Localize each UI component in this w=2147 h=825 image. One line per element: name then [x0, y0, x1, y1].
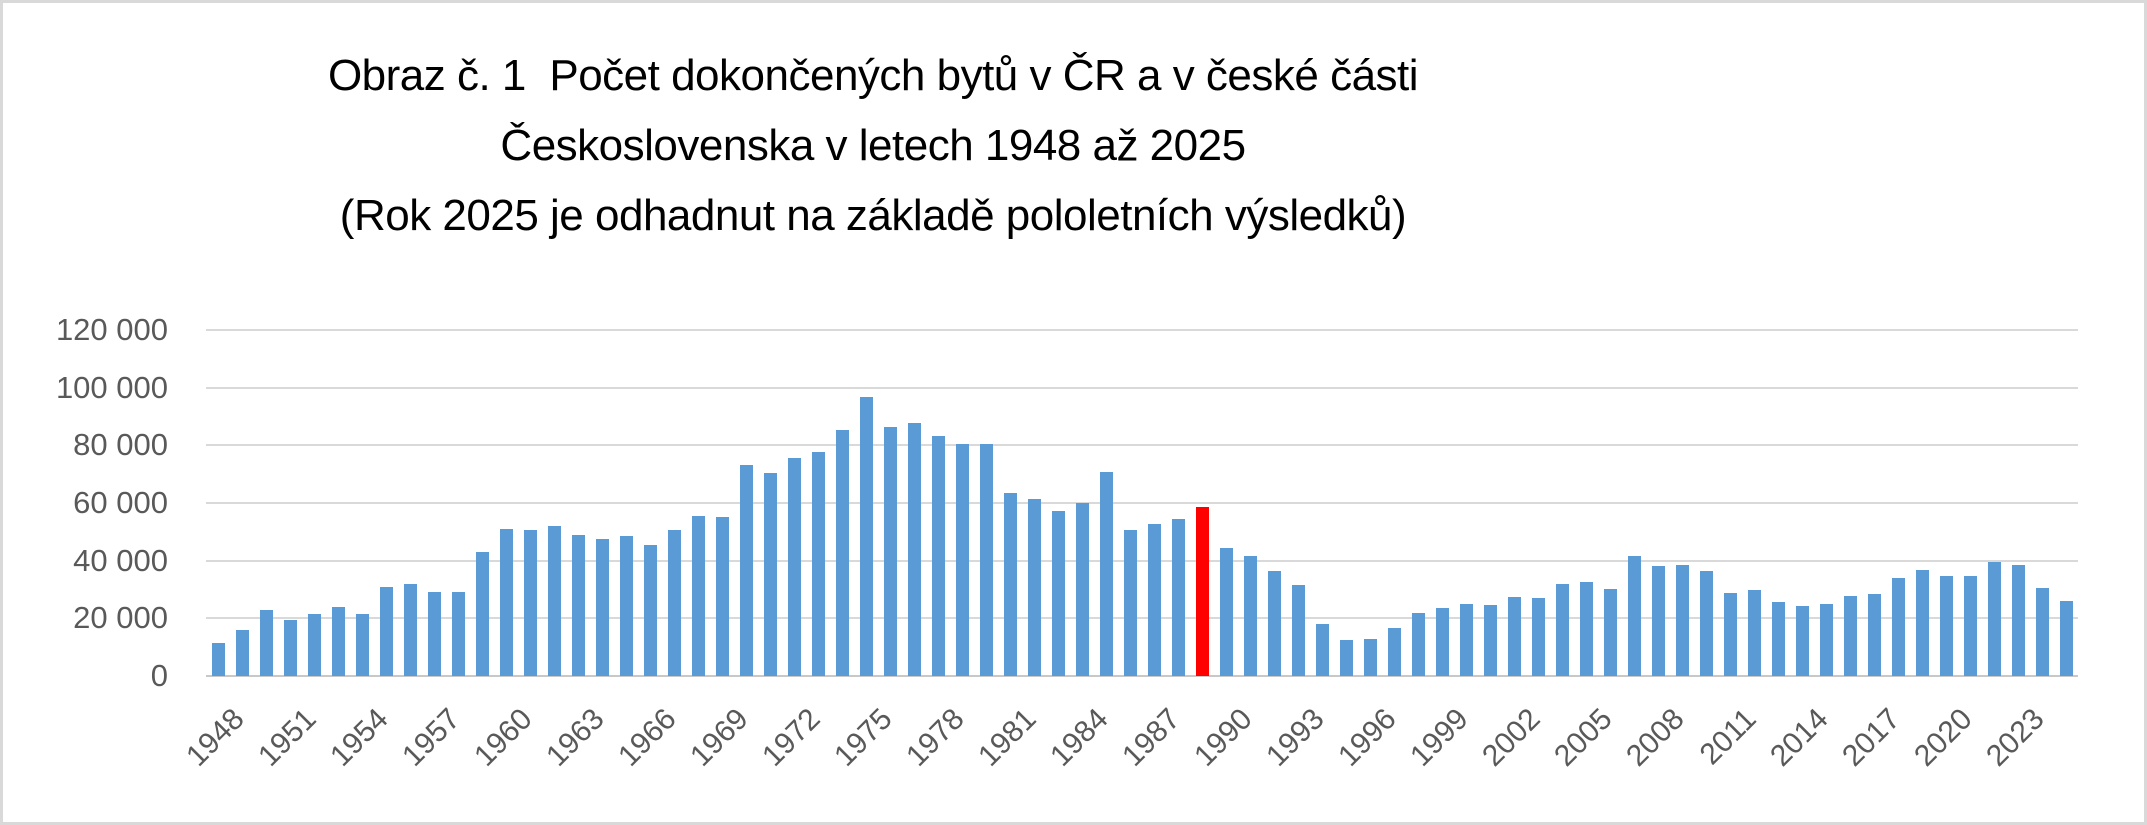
bar [715, 517, 729, 676]
bar [283, 619, 297, 676]
bar [859, 396, 873, 676]
bar [739, 464, 753, 676]
bar [1891, 577, 1905, 676]
bar [1915, 570, 1929, 676]
bar [691, 515, 705, 676]
bar [1339, 640, 1353, 676]
bar [475, 552, 489, 676]
bar [1291, 585, 1305, 676]
bar [979, 444, 993, 676]
bar [1699, 571, 1713, 676]
bar [835, 430, 849, 676]
bar [2011, 565, 2025, 676]
bar [1651, 565, 1665, 676]
bar [1771, 602, 1785, 676]
bar [1315, 624, 1329, 676]
bar [379, 586, 393, 676]
bar [1051, 511, 1065, 676]
bar [931, 435, 945, 676]
bar [787, 458, 801, 676]
bar [1363, 638, 1377, 676]
plot-area [206, 329, 2078, 677]
bar [523, 529, 537, 676]
gridline-60000 [206, 502, 2078, 504]
y-tick-label: 40 000 [73, 542, 168, 578]
bar [331, 606, 345, 676]
bar [1963, 575, 1977, 676]
gridline-20000 [206, 617, 2078, 620]
bar [1747, 590, 1761, 676]
bar [451, 592, 465, 676]
chart-title: Obraz č. 1 Počet dokončených bytů v ČR a… [3, 41, 1743, 251]
bar [1099, 471, 1113, 676]
bar [1027, 498, 1041, 676]
bar [1603, 589, 1617, 676]
bar [955, 444, 969, 676]
bar-highlighted [1195, 507, 1209, 676]
bar [1435, 607, 1449, 676]
bar [1867, 593, 1881, 676]
bar [1795, 606, 1809, 676]
bar [1219, 547, 1233, 676]
bar [1819, 603, 1833, 676]
bar [1507, 597, 1521, 676]
bar [1939, 576, 1953, 676]
bar [1987, 562, 2001, 676]
bar [643, 545, 657, 676]
bar [1627, 556, 1641, 676]
bar [1123, 529, 1137, 676]
bar [1531, 598, 1545, 676]
bar [355, 614, 369, 676]
gridline-80000 [206, 444, 2078, 447]
bar [2035, 588, 2049, 676]
bar [211, 642, 225, 676]
bar [667, 529, 681, 676]
y-tick-label: 80 000 [73, 427, 168, 463]
bar [403, 583, 417, 676]
gridline-40000 [206, 559, 2078, 562]
bar [811, 451, 825, 676]
bar [907, 423, 921, 676]
bar [571, 534, 585, 676]
bar [1003, 493, 1017, 676]
chart-title-line-2: Československa v letech 1948 až 2025 [500, 121, 1246, 170]
y-tick-label: 120 000 [55, 312, 168, 347]
gridline-100000 [206, 386, 2078, 389]
bar [883, 426, 897, 676]
bar [1843, 596, 1857, 676]
bar [1171, 519, 1185, 676]
bar [235, 629, 249, 676]
chart-title-line-1: Obraz č. 1 Počet dokončených bytů v ČR a… [327, 51, 1419, 100]
bar [1075, 503, 1089, 676]
bar [1579, 582, 1593, 676]
bar [2059, 600, 2073, 676]
bar [1387, 628, 1401, 676]
bar [1411, 612, 1425, 676]
gridline-0 [206, 675, 2078, 677]
y-tick-label: 100 000 [55, 369, 168, 405]
bar [1267, 571, 1281, 676]
bar [1243, 556, 1257, 676]
bar [595, 538, 609, 676]
bar [547, 526, 561, 676]
bar [499, 528, 513, 676]
y-tick-label: 20 000 [73, 600, 168, 636]
bar [1723, 592, 1737, 676]
bar [1459, 603, 1473, 676]
y-tick-label: 0 [150, 658, 168, 693]
gridline-120000 [206, 329, 2078, 331]
bar [1483, 605, 1497, 676]
bar [307, 614, 321, 676]
bar [1555, 584, 1569, 676]
bar [259, 609, 273, 676]
bar [619, 535, 633, 676]
chart-title-line-3: (Rok 2025 je odhadnut na základě pololet… [339, 191, 1407, 240]
bar [427, 591, 441, 676]
y-tick-label: 60 000 [73, 485, 168, 520]
bar [763, 473, 777, 676]
bar [1147, 524, 1161, 676]
bar [1675, 565, 1689, 676]
